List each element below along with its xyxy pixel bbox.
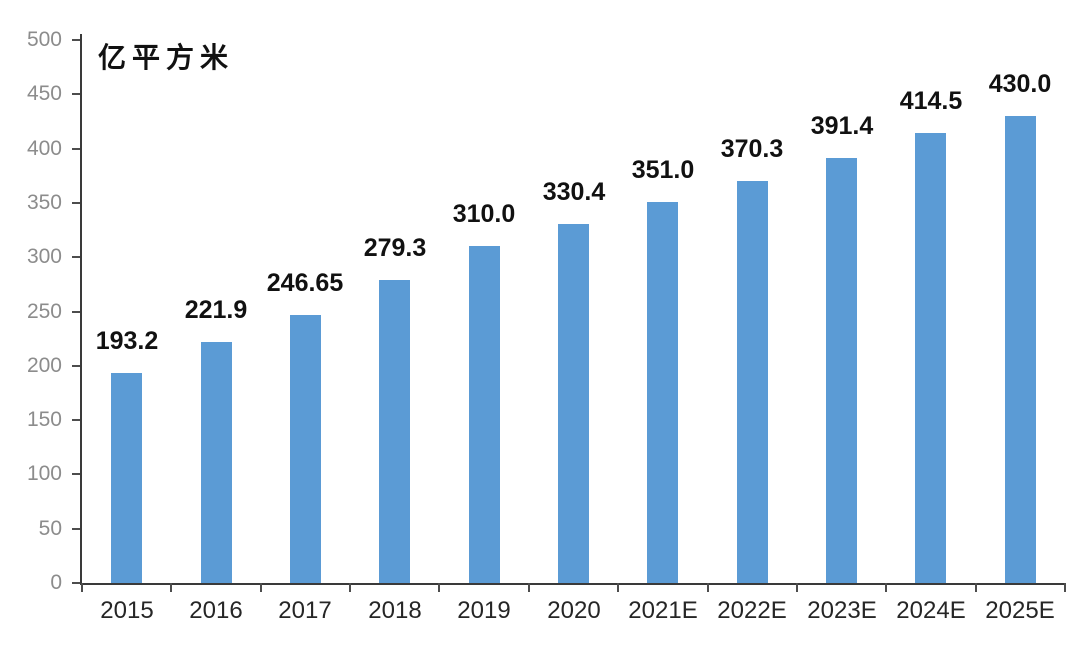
x-axis-tick (438, 583, 441, 592)
x-axis-tick (170, 583, 173, 592)
x-axis-category-label: 2022E (717, 597, 787, 624)
y-axis-tick (72, 364, 80, 367)
bar (290, 315, 321, 583)
y-axis-tick (72, 93, 80, 96)
y-axis-tick-label: 400 (26, 136, 62, 160)
x-axis-line (80, 583, 1065, 585)
x-axis-tick (974, 583, 977, 592)
y-axis-tick (72, 147, 80, 150)
y-axis-line (80, 34, 82, 585)
bar-value-label: 279.3 (363, 234, 427, 262)
x-axis-category-label: 2019 (457, 597, 511, 624)
bar-value-label: 193.2 (95, 327, 159, 355)
bar-value-label: 414.5 (899, 87, 963, 115)
x-axis-category-label: 2023E (807, 597, 877, 624)
y-axis-tick (72, 582, 80, 584)
y-axis-tick-label: 450 (26, 82, 62, 106)
bar-value-label: 221.9 (184, 296, 248, 324)
x-axis-tick (527, 583, 530, 592)
y-axis-tick-label: 0 (50, 571, 62, 594)
bar (915, 133, 946, 583)
bar (111, 373, 142, 583)
bar-value-label: 246.65 (266, 269, 344, 297)
bar-value-label: 330.4 (542, 178, 606, 206)
bar-value-label: 351.0 (631, 156, 695, 184)
x-axis-tick (885, 583, 888, 592)
y-axis-tick-label: 350 (26, 190, 62, 214)
y-axis-tick-label: 300 (26, 245, 62, 269)
bar (737, 181, 768, 583)
y-axis-tick (72, 473, 80, 476)
x-axis-category-label: 2017 (278, 597, 332, 624)
y-axis-tick-label: 200 (26, 353, 62, 377)
y-axis-tick (72, 310, 80, 313)
y-axis-tick (72, 256, 80, 259)
y-axis-tick (72, 39, 80, 41)
bar-value-label: 391.4 (810, 112, 874, 140)
bar-value-label: 370.3 (720, 135, 784, 163)
y-axis-tick (72, 419, 80, 422)
y-axis-tick-label: 500 (26, 28, 62, 51)
y-axis-tick (72, 201, 80, 204)
y-axis-tick-label: 250 (26, 299, 62, 323)
x-axis-tick (1064, 583, 1066, 592)
bar (647, 202, 678, 583)
bar-value-label: 310.0 (452, 200, 516, 228)
bar-value-label: 430.0 (988, 70, 1052, 98)
bar (469, 246, 500, 583)
x-axis-tick (259, 583, 262, 592)
x-axis-tick (349, 583, 352, 592)
y-axis-tick (72, 527, 80, 530)
y-axis-tick-label: 100 (26, 462, 62, 486)
bar (1005, 116, 1036, 583)
x-axis-category-label: 2020 (547, 597, 601, 624)
bar (201, 342, 232, 583)
x-axis-category-label: 2021E (628, 597, 698, 624)
bar (826, 158, 857, 583)
y-axis-tick-label: 150 (26, 408, 62, 432)
x-axis-category-label: 2018 (368, 597, 422, 624)
bar (379, 280, 410, 583)
y-axis-tick-label: 50 (38, 516, 62, 540)
bar (558, 224, 589, 583)
x-axis-tick (795, 583, 798, 592)
unit-label: 亿平方米 (98, 42, 235, 73)
x-axis-category-label: 2025E (985, 597, 1055, 624)
x-axis-tick (617, 583, 620, 592)
x-axis-category-label: 2024E (896, 597, 966, 624)
x-axis-tick (706, 583, 709, 592)
x-axis-tick (81, 583, 83, 592)
x-axis-category-label: 2016 (189, 597, 243, 624)
x-axis-category-label: 2015 (100, 597, 154, 624)
